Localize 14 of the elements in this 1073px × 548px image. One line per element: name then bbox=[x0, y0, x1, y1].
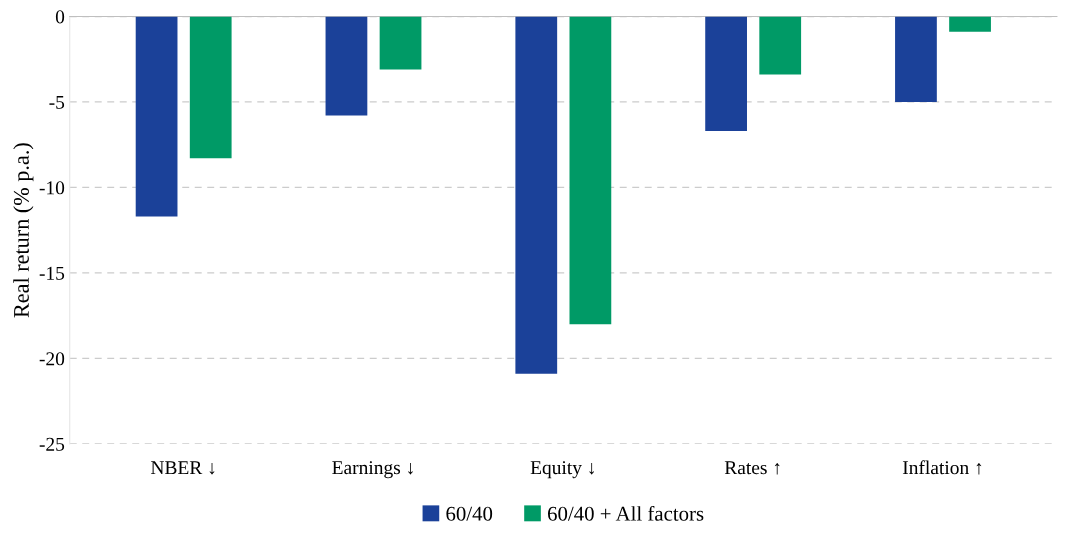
y-tick-label: -25 bbox=[39, 437, 65, 451]
y-tick-label: -20 bbox=[39, 352, 65, 366]
x-tick-label: Equity ↓ bbox=[530, 461, 594, 479]
x-tick-label: Rates ↑ bbox=[724, 461, 780, 475]
y-tick-label: 0 bbox=[55, 10, 65, 24]
x-tick-label: NBER ↓ bbox=[150, 461, 215, 475]
x-tick-label: Inflation ↑ bbox=[902, 460, 982, 475]
x-tick-label: Earnings ↓ bbox=[332, 461, 413, 479]
y-tick-label: -10 bbox=[39, 181, 65, 195]
y-tick-label: -5 bbox=[49, 95, 65, 109]
legend-label: 60/40 bbox=[446, 506, 493, 521]
y-axis-title: Real return (% p.a.) bbox=[13, 143, 34, 318]
y-tick-label: -15 bbox=[39, 266, 65, 280]
legend-label: 60/40 + All factors bbox=[548, 505, 704, 521]
